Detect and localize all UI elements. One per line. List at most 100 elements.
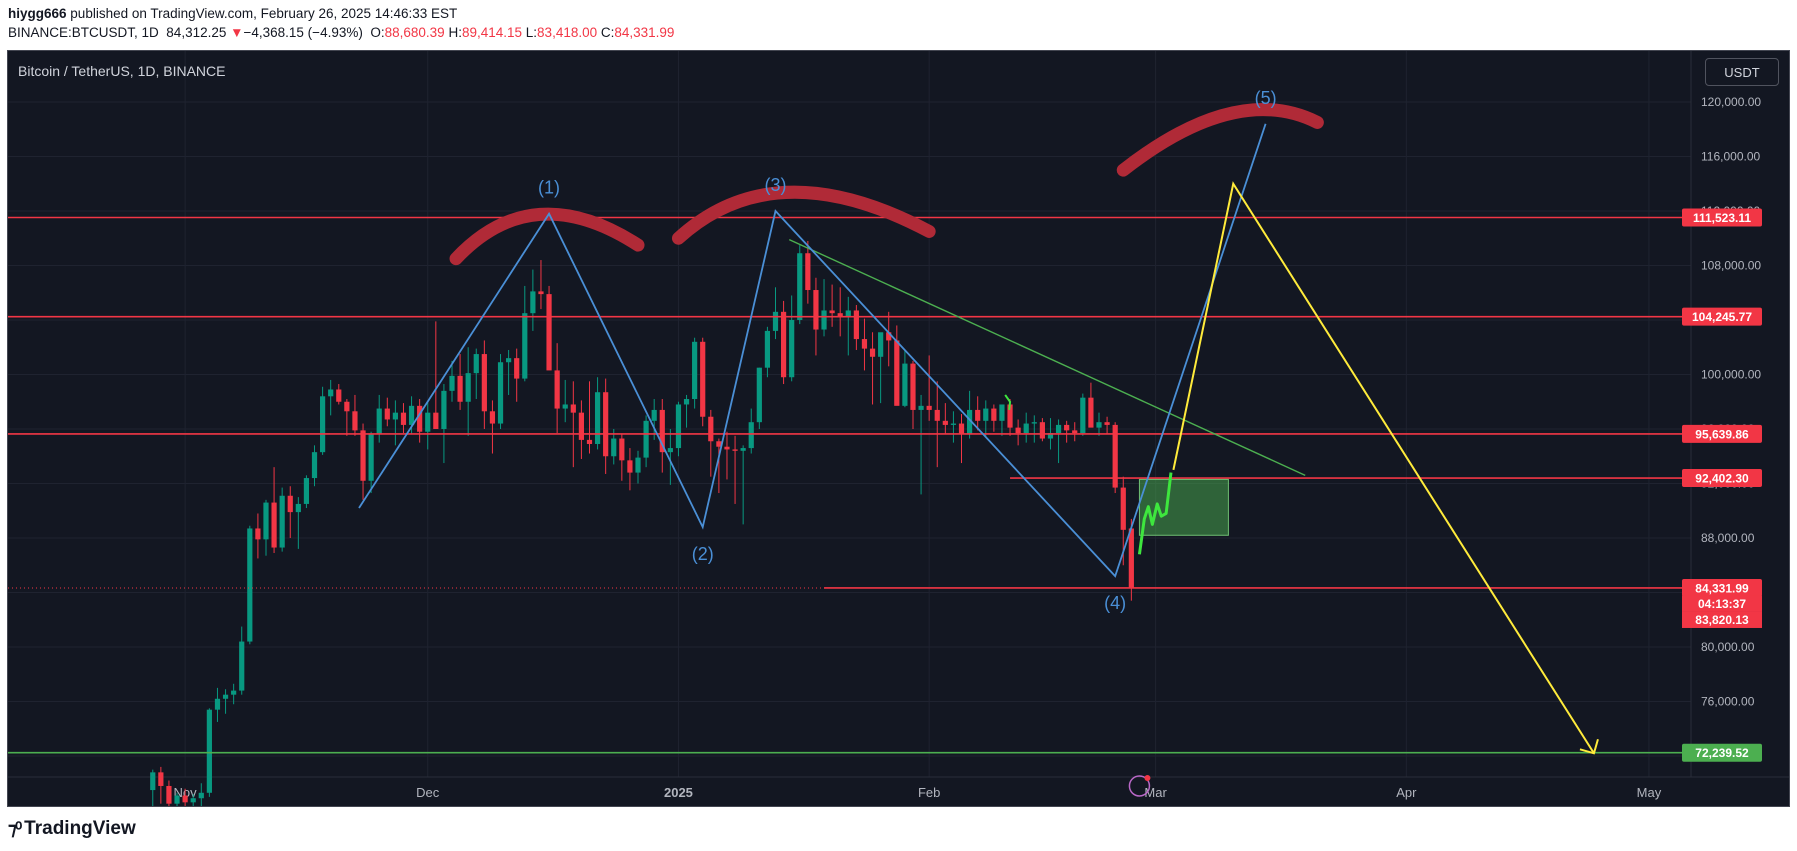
candle-body xyxy=(667,448,673,453)
candle-body xyxy=(190,798,196,803)
candle-body xyxy=(813,290,819,330)
candle-body xyxy=(546,294,552,371)
candle-body xyxy=(497,362,504,424)
candle-body xyxy=(958,423,965,435)
candle-body xyxy=(821,310,827,330)
projection-line xyxy=(1172,181,1595,754)
tradingview-footer[interactable]: ⁊⁰ TradingView xyxy=(8,818,136,840)
price-label: 72,239.52 xyxy=(1695,746,1749,760)
tradingview-logo-icon: ⁊⁰ xyxy=(8,818,22,839)
candle-body xyxy=(740,448,746,451)
price-label-bg xyxy=(1682,578,1762,597)
arc-annotation xyxy=(449,207,645,266)
close-value: 84,331.99 xyxy=(614,25,675,40)
wave-label: (1) xyxy=(538,178,560,198)
candle-body xyxy=(894,340,900,406)
candle-body xyxy=(586,439,593,444)
price-label-bg xyxy=(1682,424,1762,443)
price-lines: 111,523.11 104,245.77 95,639.86 92,402.30 84… xyxy=(8,208,1762,762)
candle-body xyxy=(716,441,722,447)
candle-body xyxy=(384,408,390,420)
wave-label: (4) xyxy=(1104,593,1126,613)
close-label: C: xyxy=(600,25,615,40)
candle-body xyxy=(174,795,180,804)
high-label: H: xyxy=(448,25,462,40)
candle-body xyxy=(473,354,479,374)
candle-body xyxy=(1031,422,1037,424)
candle-body xyxy=(514,358,520,379)
candle-body xyxy=(635,457,641,473)
x-tick-label: 2025 xyxy=(664,785,693,800)
publish-info: hiygg666 published on TradingView.com, F… xyxy=(8,6,457,21)
candle-body xyxy=(465,373,471,402)
candle-body xyxy=(352,411,358,431)
candle-body xyxy=(303,478,310,504)
candle-body xyxy=(1128,528,1134,589)
candle-body xyxy=(983,408,989,421)
chart-symbol-title: Bitcoin / TetherUS, 1D, BINANCE xyxy=(18,63,226,79)
x-tick-label: Mar xyxy=(1144,785,1167,800)
y-tick-label: 116,000.00 xyxy=(1701,150,1760,164)
candle-body xyxy=(522,313,528,379)
candle-body xyxy=(311,452,318,479)
author-name[interactable]: hiygg666 xyxy=(8,6,67,21)
candle-body xyxy=(700,341,706,417)
candle-body xyxy=(692,341,698,400)
candle-body xyxy=(206,709,212,793)
candle-body xyxy=(1120,487,1126,530)
price-label-bg xyxy=(1682,469,1762,488)
candle-body xyxy=(724,446,730,450)
candle-body xyxy=(271,502,277,548)
candle-body xyxy=(1023,423,1029,434)
candle-body xyxy=(918,405,924,410)
currency-button[interactable]: USDT xyxy=(1705,58,1779,86)
candle-body xyxy=(619,438,625,461)
candle-body xyxy=(886,332,892,341)
x-tick-label: May xyxy=(1637,785,1662,800)
candle-body xyxy=(578,412,585,440)
low-value: 83,418.00 xyxy=(537,25,598,40)
candle-body xyxy=(336,389,342,402)
price-change: −4,368.15 (−4.93%) xyxy=(243,25,363,40)
open-value: 88,680.39 xyxy=(384,25,445,40)
candle-body xyxy=(554,370,560,409)
wave-label: (3) xyxy=(764,175,786,195)
projection-arrow-icon xyxy=(1579,739,1599,755)
arc-annotation xyxy=(671,185,936,245)
price-label-bg xyxy=(1682,208,1762,227)
candle-body xyxy=(934,409,940,421)
candle-body xyxy=(328,389,334,397)
candle-body xyxy=(1072,430,1078,434)
candle-body xyxy=(991,408,997,421)
candle-body xyxy=(570,404,576,413)
price-label: 84,331.99 xyxy=(1695,581,1749,595)
candle-body xyxy=(433,412,439,429)
chart-pane[interactable]: 120,000.00116,000.00112,000.00108,000.00… xyxy=(7,50,1790,807)
lightning-icon xyxy=(1128,775,1151,797)
chart-canvas[interactable]: 120,000.00116,000.00112,000.00108,000.00… xyxy=(8,51,1790,807)
low-label: L: xyxy=(525,25,538,40)
notification-dot-icon xyxy=(1144,774,1151,781)
candle-body xyxy=(627,460,633,473)
candle-body xyxy=(506,358,512,363)
trendline xyxy=(788,238,1306,476)
candle-body xyxy=(1064,424,1070,431)
y-tick-label: 108,000.00 xyxy=(1701,259,1761,273)
candle-body xyxy=(368,434,374,481)
candle-body xyxy=(869,348,876,357)
candle-body xyxy=(772,311,779,331)
x-axis: Nov Dec 2025 Feb Mar Apr May xyxy=(174,785,1662,800)
candle-body xyxy=(910,363,916,410)
high-value: 89,414.15 xyxy=(461,25,523,40)
arc-annotation xyxy=(1116,103,1324,177)
candle-body xyxy=(1007,404,1013,428)
y-tick-label: 76,000.00 xyxy=(1701,695,1755,709)
candle-body xyxy=(764,330,771,368)
candle-body xyxy=(1080,397,1086,434)
candle-body xyxy=(295,503,301,513)
candle-body xyxy=(805,253,811,291)
candle-body xyxy=(1015,427,1021,434)
candle-body xyxy=(845,310,851,318)
open-label: O: xyxy=(370,25,385,40)
price-label: 104,245.77 xyxy=(1692,310,1752,324)
